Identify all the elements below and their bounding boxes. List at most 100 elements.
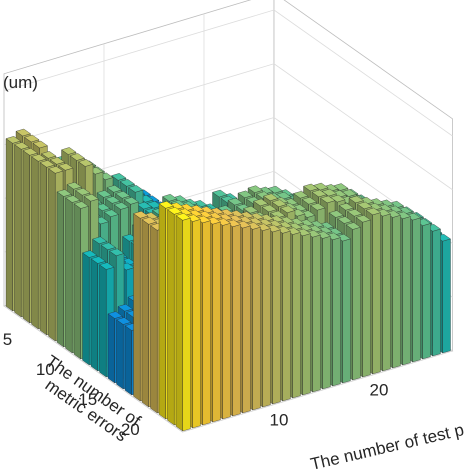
bar-front-face bbox=[242, 225, 251, 414]
bar-front-face bbox=[182, 217, 191, 432]
bar-side-face bbox=[150, 225, 158, 414]
back-wall-gridline bbox=[3, 63, 275, 146]
bar-top-face bbox=[115, 191, 131, 199]
bar-top-face bbox=[365, 207, 381, 216]
bar-side-face bbox=[82, 252, 90, 366]
bar-side-face bbox=[39, 162, 47, 336]
bar-top-face bbox=[111, 173, 127, 181]
bar-top-face bbox=[345, 222, 361, 230]
bar-top-face bbox=[237, 190, 253, 198]
bar-side-face bbox=[90, 258, 98, 372]
bar-top-face bbox=[162, 194, 178, 202]
bar-top-face bbox=[320, 195, 336, 204]
back-wall-gridline bbox=[3, 9, 275, 92]
bar-top-face bbox=[338, 203, 354, 211]
bar-top-face bbox=[141, 217, 157, 225]
side-wall-gridline bbox=[273, 63, 453, 191]
bar-side-face bbox=[56, 191, 64, 348]
bar-front-face bbox=[402, 216, 411, 366]
bar-top-face bbox=[105, 196, 121, 204]
bar-front-face bbox=[282, 230, 291, 402]
bar-top-face bbox=[303, 183, 319, 192]
bar-top-face bbox=[113, 202, 129, 210]
bar-front-face bbox=[202, 220, 211, 426]
bar-top-face bbox=[109, 248, 125, 256]
bar-top-face bbox=[61, 147, 77, 155]
bar-front-face bbox=[422, 223, 431, 360]
bar-side-face bbox=[31, 156, 39, 330]
bar-side-face bbox=[14, 144, 22, 318]
bar-top-face bbox=[103, 209, 119, 217]
bar-top-face bbox=[66, 182, 82, 190]
bar-front-face bbox=[192, 219, 201, 429]
bar-top-face bbox=[95, 203, 111, 211]
bar-top-face bbox=[263, 193, 279, 201]
bar-top-face bbox=[133, 211, 149, 219]
bar-top-face bbox=[107, 311, 123, 319]
z-axis-label: (um) bbox=[3, 73, 38, 92]
bar-top-face bbox=[136, 201, 152, 210]
bar-top-face bbox=[247, 185, 263, 193]
bar-top-face bbox=[116, 317, 132, 325]
bar-top-face bbox=[58, 163, 74, 171]
bar-front-face bbox=[222, 222, 231, 420]
bar-front-face bbox=[322, 235, 331, 390]
bars bbox=[5, 128, 451, 432]
bar-top-face bbox=[82, 250, 98, 258]
bar-top-face bbox=[48, 166, 64, 174]
bar-top-face bbox=[212, 189, 228, 198]
bar-front-face bbox=[332, 237, 341, 387]
bar-front-face bbox=[382, 213, 391, 372]
bar-side-face bbox=[133, 213, 141, 402]
bar-top-face bbox=[158, 201, 174, 209]
bar-top-face bbox=[92, 236, 108, 244]
bar-side-face bbox=[116, 319, 124, 390]
bar-top-face bbox=[41, 151, 57, 159]
y-tick-label: 10 bbox=[36, 360, 55, 379]
bar-side-face bbox=[65, 197, 73, 354]
bar-top-face bbox=[73, 201, 89, 209]
bar-top-face bbox=[280, 205, 296, 213]
bar-top-face bbox=[75, 188, 91, 196]
bar-top-face bbox=[65, 195, 81, 203]
y-tick-label: 15 bbox=[78, 390, 97, 409]
bar-front-face bbox=[292, 232, 301, 399]
bar-top-face bbox=[243, 206, 259, 214]
bar-side-face bbox=[124, 325, 132, 396]
bar-top-face bbox=[119, 179, 135, 187]
tick-labels: 10 20 5 10 15 20 bbox=[3, 330, 389, 439]
bar-top-face bbox=[348, 195, 364, 204]
bar-top-face bbox=[14, 142, 30, 150]
bar-top-face bbox=[56, 189, 72, 197]
bar-top-face bbox=[99, 262, 115, 270]
bar-front-face bbox=[392, 214, 401, 369]
bar-front-face bbox=[362, 219, 371, 378]
bar-side-face bbox=[158, 203, 166, 420]
bar-top-face bbox=[293, 191, 309, 199]
bar-top-face bbox=[15, 128, 31, 137]
bar-front-face bbox=[342, 238, 351, 384]
bar-top-face bbox=[78, 159, 94, 167]
bar-top-face bbox=[49, 157, 65, 165]
bar-front-face bbox=[432, 228, 441, 357]
bar-top-face bbox=[90, 256, 106, 264]
bar-top-face bbox=[355, 215, 371, 223]
bar-top-face bbox=[69, 153, 85, 161]
bar-top-face bbox=[24, 134, 40, 143]
bar-top-face bbox=[301, 197, 317, 205]
bar-top-face bbox=[128, 185, 144, 193]
bar-front-face bbox=[442, 238, 451, 354]
bar-side-face bbox=[99, 264, 107, 378]
x-tick-label: 10 bbox=[270, 411, 289, 430]
bar-top-face bbox=[271, 199, 287, 207]
bar-front-face bbox=[312, 234, 321, 393]
bar-side-face bbox=[141, 219, 149, 408]
bar-top-face bbox=[100, 242, 116, 250]
bar-side-face bbox=[73, 203, 81, 360]
bar-top-face bbox=[227, 197, 243, 206]
y-tick-label: 20 bbox=[121, 420, 140, 439]
bar-front-face bbox=[352, 226, 361, 381]
x-tick-label: 20 bbox=[370, 381, 389, 400]
side-wall-gridline bbox=[273, 9, 453, 137]
